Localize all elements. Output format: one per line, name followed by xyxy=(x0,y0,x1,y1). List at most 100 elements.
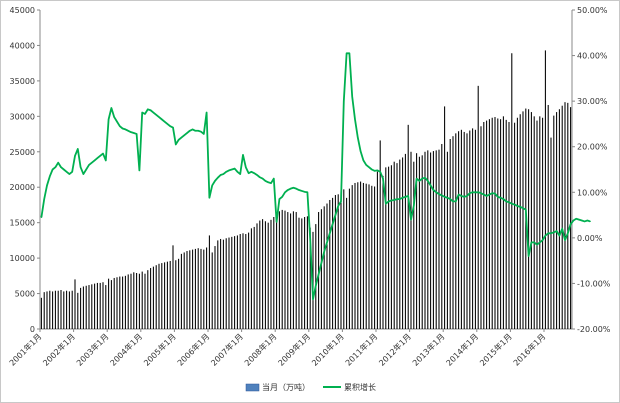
bar xyxy=(306,216,308,329)
growth-point xyxy=(312,298,314,300)
growth-point xyxy=(522,207,524,209)
bar xyxy=(192,249,194,329)
bar xyxy=(152,266,154,329)
growth-point xyxy=(365,164,367,166)
growth-point xyxy=(514,203,516,206)
growth-point xyxy=(410,219,412,221)
bar xyxy=(242,233,244,329)
bar xyxy=(203,249,205,329)
bar xyxy=(290,213,292,329)
bar xyxy=(455,133,457,329)
bar xyxy=(108,278,110,329)
x-tick-label: 2010年1月 xyxy=(309,331,345,367)
bar xyxy=(236,235,238,329)
growth-point xyxy=(564,239,566,241)
growth-point xyxy=(399,198,401,200)
growth-point xyxy=(360,150,362,152)
growth-point xyxy=(452,200,454,202)
growth-point xyxy=(544,234,547,237)
bar xyxy=(449,139,451,329)
left-axis: 0 5000 10000 15000 20000 25000 30000 35000 40000… xyxy=(10,6,41,334)
x-tick-label: 2012年1月 xyxy=(377,331,413,367)
x-tick-label: 2013年1月 xyxy=(410,331,446,367)
bar xyxy=(110,280,112,329)
growth-point xyxy=(130,131,132,133)
bar xyxy=(298,217,300,329)
growth-point xyxy=(194,130,196,132)
bar xyxy=(567,102,569,329)
growth-point xyxy=(390,199,392,202)
bar xyxy=(74,279,76,329)
bar xyxy=(102,282,104,329)
bar xyxy=(323,206,325,329)
growth-point xyxy=(94,159,96,161)
bar xyxy=(273,217,275,329)
bar xyxy=(460,129,462,329)
x-tick-label: 2004年1月 xyxy=(108,331,144,367)
growth-point xyxy=(480,192,482,194)
growth-point xyxy=(424,177,426,179)
growth-point xyxy=(91,162,93,164)
growth-point xyxy=(77,148,79,150)
growth-point xyxy=(460,195,462,197)
bar xyxy=(326,203,328,329)
left-tick-label: 15000 xyxy=(10,219,35,228)
bar xyxy=(416,153,418,329)
growth-point xyxy=(463,196,465,198)
growth-point xyxy=(228,169,230,172)
bar xyxy=(444,106,446,329)
growth-point xyxy=(486,195,488,197)
growth-point xyxy=(374,170,376,172)
bar xyxy=(402,157,404,329)
bar xyxy=(348,188,350,329)
growth-point xyxy=(152,111,154,114)
legend-label-bar: 当月（万吨） xyxy=(262,382,310,392)
growth-point xyxy=(444,196,446,198)
bar xyxy=(570,107,572,330)
bar xyxy=(343,189,345,329)
left-tick-label: 35000 xyxy=(10,77,35,86)
bar xyxy=(514,122,516,330)
growth-point xyxy=(231,168,233,171)
growth-point xyxy=(113,116,115,118)
growth-point xyxy=(500,197,502,199)
growth-point xyxy=(192,128,194,130)
bar xyxy=(222,239,224,329)
bar xyxy=(113,277,115,329)
bar xyxy=(94,283,96,329)
growth-point xyxy=(225,171,227,173)
growth-point xyxy=(438,193,440,195)
bar xyxy=(407,124,409,329)
bar xyxy=(360,181,362,329)
growth-point xyxy=(388,200,390,202)
right-axis: -20.00% -10.00% 0.00% 10.00% 20.00% 30.00% 40.… xyxy=(571,6,611,334)
x-tick-label: 2006年1月 xyxy=(175,331,211,367)
growth-point xyxy=(357,137,359,139)
bar xyxy=(519,114,521,330)
bar xyxy=(116,277,118,329)
bar xyxy=(351,185,353,329)
growth-point xyxy=(570,223,572,225)
bar xyxy=(399,159,401,329)
right-tick-label: 20.00% xyxy=(577,143,608,152)
bar xyxy=(144,273,146,329)
growth-point xyxy=(206,111,208,114)
growth-point xyxy=(105,159,107,161)
growth-point xyxy=(323,250,325,253)
bar xyxy=(267,222,269,329)
bar xyxy=(357,182,359,329)
bar xyxy=(91,284,93,329)
growth-point xyxy=(368,166,370,168)
growth-point xyxy=(236,171,238,173)
bar xyxy=(396,163,398,329)
growth-point xyxy=(427,180,429,182)
bar xyxy=(54,290,56,329)
growth-point xyxy=(270,182,272,184)
bar xyxy=(206,247,208,329)
x-tick-label: 2015年1月 xyxy=(477,331,513,367)
growth-point xyxy=(553,231,555,233)
bar xyxy=(486,120,488,329)
growth-point xyxy=(329,232,331,234)
growth-point xyxy=(396,198,398,200)
